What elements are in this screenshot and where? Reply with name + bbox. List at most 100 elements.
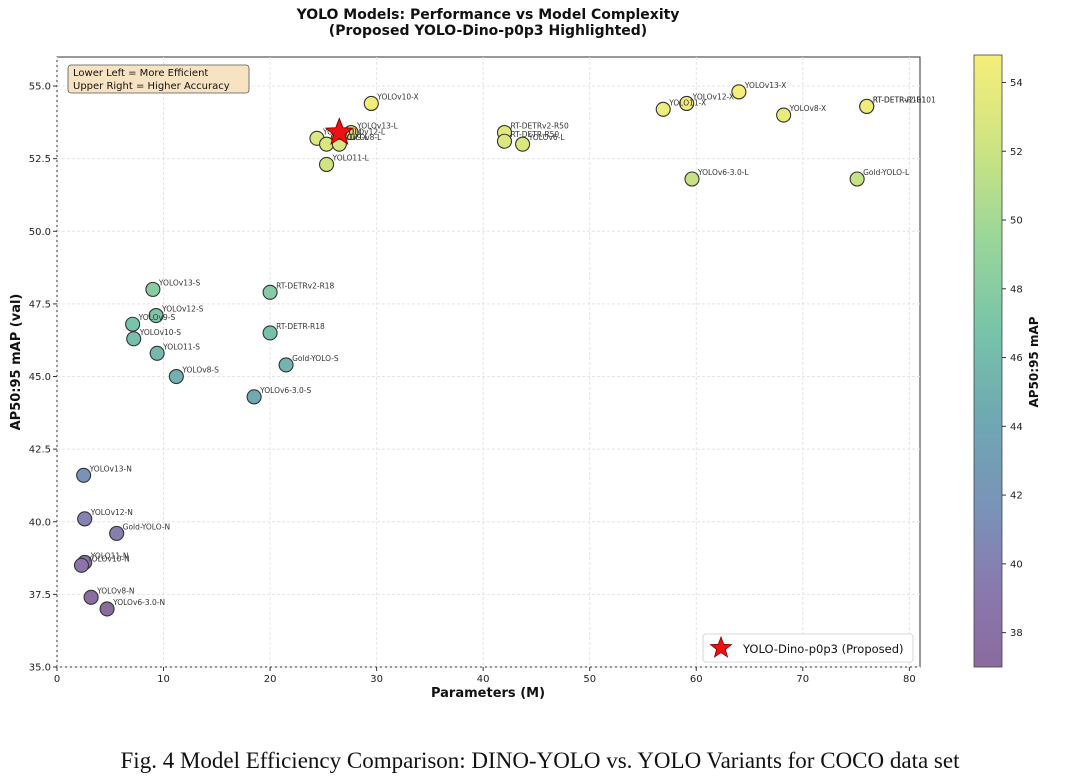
- y-tick-label: 42.5: [29, 445, 51, 456]
- colorbar-tick-label: 50: [1010, 216, 1023, 227]
- data-point: [145, 281, 161, 297]
- colorbar-ticks: 38 40 42 44 46 48 50 52 54: [1002, 78, 1023, 639]
- x-tick-label: 40: [477, 674, 490, 685]
- data-point: [363, 95, 379, 112]
- y-tick-label: 45.0: [29, 372, 51, 383]
- point-label: YOLOv9-L: [332, 133, 370, 142]
- point-label: YOLO11-X: [668, 98, 706, 107]
- data-point: [849, 171, 865, 187]
- point-label: YOLOv6-3.0-L: [697, 168, 749, 177]
- data-point: [99, 601, 115, 617]
- point-label: YOLOv12-L: [343, 127, 386, 136]
- point-label: YOLOv13-L: [356, 122, 399, 131]
- colorbar-tick-label: 54: [1010, 78, 1023, 89]
- figure-caption: Fig. 4 Model Efficiency Comparison: DINO…: [120, 748, 960, 773]
- point-label: RT-DETRv2-R101: [873, 95, 936, 104]
- y-tick-label: 40.0: [29, 517, 51, 528]
- point-label: RT-DETRv2-R50: [510, 122, 568, 131]
- proposed-marker-layer: [324, 117, 355, 146]
- point-label: YOLOv9-S: [138, 313, 176, 322]
- point-label: YOLO11-N: [90, 551, 129, 560]
- point-label: YOLOv10-S: [139, 328, 182, 337]
- proposed-star-marker: [324, 117, 355, 146]
- x-axis-label: Parameters (M): [431, 686, 545, 701]
- point-label: YOLOv12-X: [692, 92, 734, 101]
- point-label: YOLOv6-3.0-S: [259, 386, 311, 395]
- note-line-2: Upper Right = Higher Accuracy: [73, 81, 230, 92]
- point-label: YOLO11-S: [162, 342, 200, 351]
- data-point: [684, 171, 700, 187]
- data-point: [496, 133, 513, 149]
- note-line-1: Lower Left = More Efficient: [73, 68, 208, 79]
- data-point: [655, 101, 671, 117]
- colorbar: [973, 54, 1003, 668]
- point-label: RT-DETRv2-R18: [276, 281, 334, 290]
- x-tick-label: 70: [796, 674, 809, 685]
- y-tick-label: 47.5: [29, 299, 51, 310]
- x-tick-label: 20: [264, 674, 277, 685]
- x-tick-label: 0: [54, 674, 60, 685]
- data-point: [149, 345, 165, 361]
- y-tick-label: 35.0: [29, 663, 51, 674]
- point-label: YOLOv13-X: [744, 81, 786, 90]
- colorbar-tick-label: 44: [1010, 422, 1023, 433]
- point-label: YOLOv8-N: [96, 586, 134, 595]
- legend: YOLO-Dino-p0p3 (Proposed): [702, 633, 914, 663]
- legend-star-icon: [709, 635, 733, 658]
- data-point: [148, 307, 164, 324]
- data-point: [319, 156, 335, 173]
- point-label: RT-DETR-R101: [873, 95, 927, 104]
- x-tick-label: 50: [583, 674, 596, 685]
- data-point: [77, 511, 93, 527]
- y-axis-label: AP50:95 mAP (val): [9, 294, 24, 431]
- data-point: [262, 284, 278, 300]
- point-label: YOLO11-L: [332, 153, 370, 162]
- point-label: YOLOv13-S: [158, 278, 201, 287]
- y-tick-label: 50.0: [29, 227, 51, 238]
- data-points: [73, 84, 875, 617]
- data-point: [73, 557, 90, 573]
- plot-area: [56, 56, 921, 668]
- colorbar-tick-label: 42: [1010, 491, 1023, 502]
- y-tick-label: 55.0: [29, 82, 51, 93]
- data-point: [126, 331, 142, 347]
- legend-label: YOLO-Dino-p0p3 (Proposed): [742, 642, 904, 656]
- point-label: YOLOv8-X: [789, 104, 827, 113]
- chart-title: YOLO Models: Performance vs Model Comple…: [296, 7, 680, 23]
- point-label: Gold-YOLO-S: [292, 354, 339, 363]
- point-label: YOLOv6-L: [528, 133, 566, 142]
- point-label: YOLOv12-S: [161, 305, 204, 314]
- point-label: YOLOv6-3.0-N: [112, 598, 165, 607]
- point-label: YOLOv12-N: [90, 508, 133, 517]
- point-label: YOLOv10-N: [87, 554, 130, 563]
- data-point: [168, 368, 184, 385]
- colorbar-tick-label: 46: [1010, 353, 1023, 364]
- point-label: RT-DETR-R50: [510, 130, 559, 139]
- data-point: [76, 467, 92, 483]
- data-point: [776, 107, 792, 123]
- colorbar-tick-label: 48: [1010, 284, 1023, 295]
- efficiency-note: Lower Left = More Efficient Upper Right …: [67, 64, 250, 94]
- point-label: YOLOv13-N: [89, 464, 132, 473]
- y-tick-label: 52.5: [29, 154, 51, 165]
- chart-subtitle: (Proposed YOLO-Dino-p0p3 Highlighted): [329, 23, 647, 39]
- data-point: [278, 357, 294, 373]
- data-point: [83, 589, 99, 605]
- x-tick-label: 80: [903, 674, 916, 685]
- data-point: [262, 325, 278, 341]
- x-ticks: 0 10 20 30 40 50 60 70 80: [54, 667, 916, 685]
- data-point: [246, 389, 262, 405]
- x-tick-label: 60: [690, 674, 703, 685]
- colorbar-tick-label: 40: [1010, 559, 1023, 570]
- data-point: [109, 525, 125, 541]
- colorbar-tick-label: 38: [1010, 628, 1023, 639]
- data-point: [515, 136, 531, 152]
- y-ticks: 35.0 37.5 40.0 42.5 45.0 47.5 50.0 52.5 55.0: [29, 82, 57, 674]
- y-tick-label: 37.5: [29, 590, 51, 601]
- point-label: Gold-YOLO-N: [123, 522, 170, 531]
- point-label: YOLOv8-L: [344, 133, 382, 142]
- point-label: YOLOv8-S: [181, 366, 219, 375]
- x-tick-label: 30: [370, 674, 383, 685]
- data-point: [731, 84, 747, 100]
- x-tick-label: 10: [157, 674, 170, 685]
